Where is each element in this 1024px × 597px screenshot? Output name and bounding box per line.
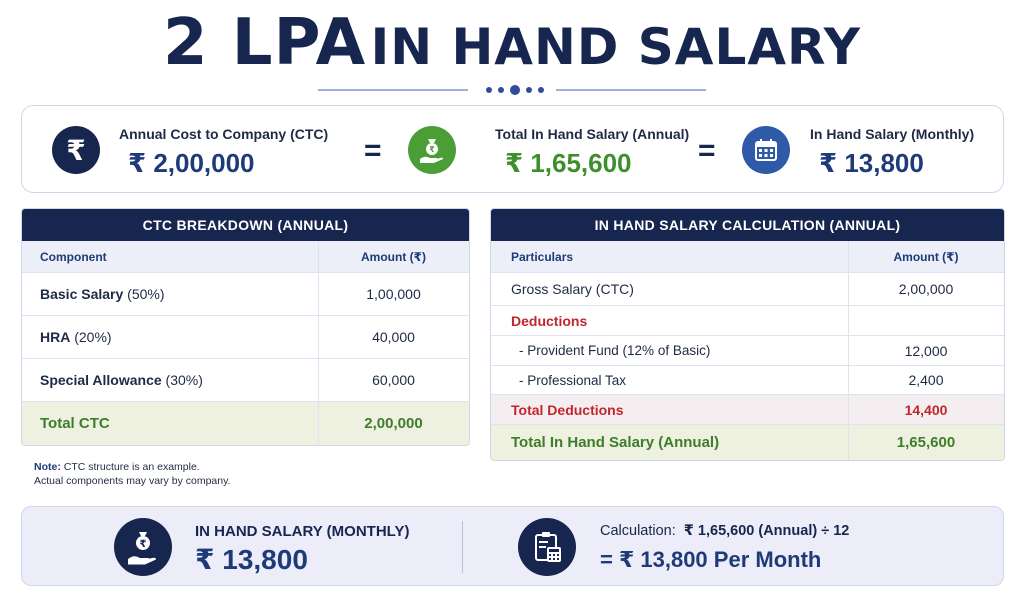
calculation-prefix: Calculation:: [600, 523, 676, 539]
total-in-hand-amount: 1,65,600: [896, 434, 956, 451]
note-line-1: CTC structure is an example.: [63, 461, 200, 473]
table-row: Gross Salary (CTC) 2,00,000: [491, 273, 1004, 306]
bottom-monthly-value: ₹ 13,800: [195, 544, 308, 575]
component-label: Special Allowance: [40, 372, 162, 388]
calculation-expression: ₹ 1,65,600 (Annual) ÷ 12: [683, 523, 850, 539]
monthly-summary: In Hand Salary (Monthly) ₹ 13,800: [734, 106, 1004, 194]
ctc-breakdown-title: CTC BREAKDOWN (ANNUAL): [22, 209, 469, 241]
equals-sign-2: =: [698, 134, 716, 167]
table-row: - Provident Fund (12% of Basic) 12,000: [491, 336, 1004, 366]
table-row: - Professional Tax 2,400: [491, 366, 1004, 395]
banner-divider: [462, 521, 463, 573]
ctc-value: ₹ 2,00,000: [128, 148, 255, 178]
table-row: Deductions: [491, 306, 1004, 336]
annual-label: Total In Hand Salary (Annual): [495, 126, 690, 142]
calculation-text: Calculation: ₹ 1,65,600 (Annual) ÷ 12: [600, 523, 849, 539]
in-hand-calculation-card: IN HAND SALARY CALCULATION (ANNUAL) Part…: [490, 208, 1005, 461]
column-header-amount: Amount (₹): [361, 249, 426, 264]
note-label: Note:: [34, 461, 61, 473]
ctc-table-header: Component Amount (₹): [22, 241, 469, 273]
component-label: HRA: [40, 329, 71, 345]
money-bag-hand-icon: ₹: [408, 126, 456, 174]
component-percent: (50%): [123, 286, 165, 302]
component-percent: (20%): [70, 329, 112, 345]
monthly-label: In Hand Salary (Monthly): [810, 126, 975, 142]
page-title: 2 LPA IN HAND SALARY: [0, 6, 1024, 80]
total-deductions-label: Total Deductions: [491, 395, 849, 424]
monthly-value: ₹ 13,800: [819, 148, 924, 178]
ctc-breakdown-card: CTC BREAKDOWN (ANNUAL) Component Amount …: [21, 208, 470, 446]
deductions-heading: Deductions: [491, 306, 849, 335]
professional-tax-label: - Professional Tax: [491, 366, 849, 394]
annual-value: ₹ 1,65,600: [505, 148, 632, 178]
calculation-result: = ₹ 13,800 Per Month: [600, 547, 822, 572]
gross-salary-label: Gross Salary (CTC): [491, 273, 849, 305]
total-deductions-row: Total Deductions 14,400: [491, 395, 1004, 425]
table-row: HRA (20%) 40,000: [22, 316, 469, 359]
table-row: Basic Salary (50%) 1,00,000: [22, 273, 469, 316]
summary-card: ₹ Annual Cost to Company (CTC) ₹ 2,00,00…: [21, 105, 1004, 193]
equals-sign: =: [364, 134, 382, 167]
column-header-amount: Amount (₹): [893, 249, 959, 264]
svg-text:₹: ₹: [429, 145, 435, 154]
gross-salary-amount: 2,00,000: [898, 281, 954, 297]
annual-summary: ₹ Total In Hand Salary (Annual) ₹ 1,65,6…: [402, 106, 702, 194]
in-hand-table-header: Particulars Amount (₹): [491, 241, 1004, 273]
total-ctc-label: Total CTC: [22, 402, 319, 445]
total-deductions-amount: 14,400: [904, 401, 948, 418]
total-ctc-amount: 2,00,000: [364, 415, 423, 432]
column-header-component: Component: [22, 241, 319, 272]
provident-fund-amount: 12,000: [904, 342, 948, 359]
title-text: IN HAND SALARY: [370, 18, 861, 76]
rupee-hand-icon: ₹: [114, 518, 172, 576]
component-label: Basic Salary: [40, 286, 124, 302]
total-in-hand-label: Total In Hand Salary (Annual): [491, 425, 849, 460]
ctc-label: Annual Cost to Company (CTC): [119, 126, 329, 142]
component-amount: 1,00,000: [366, 286, 421, 302]
component-amount: 60,000: [372, 372, 415, 388]
component-percent: (30%): [161, 372, 203, 388]
svg-text:₹: ₹: [140, 539, 147, 550]
footnote: Note: CTC structure is an example. Actua…: [34, 460, 230, 488]
in-hand-calculation-title: IN HAND SALARY CALCULATION (ANNUAL): [491, 209, 1004, 241]
monthly-summary-banner: ₹ IN HAND SALARY (MONTHLY) ₹ 13,800 Calc…: [21, 506, 1004, 586]
note-line-2: Actual components may vary by company.: [34, 475, 231, 487]
calendar-icon: [742, 126, 790, 174]
total-in-hand-row: Total In Hand Salary (Annual) 1,65,600: [491, 425, 1004, 460]
professional-tax-amount: 2,400: [908, 372, 944, 388]
ctc-summary: ₹ Annual Cost to Company (CTC) ₹ 2,00,00…: [22, 106, 362, 194]
rupee-icon: ₹: [52, 126, 100, 174]
calculator-clipboard-icon: [518, 518, 576, 576]
provident-fund-label: - Provident Fund (12% of Basic): [491, 336, 849, 365]
column-header-particulars: Particulars: [491, 241, 849, 272]
component-amount: 40,000: [372, 329, 415, 345]
title-divider: [0, 85, 1024, 95]
title-amount: 2 LPA: [162, 6, 367, 80]
bottom-monthly-label: IN HAND SALARY (MONTHLY): [195, 523, 410, 540]
total-ctc-row: Total CTC 2,00,000: [22, 402, 469, 445]
table-row: Special Allowance (30%) 60,000: [22, 359, 469, 402]
